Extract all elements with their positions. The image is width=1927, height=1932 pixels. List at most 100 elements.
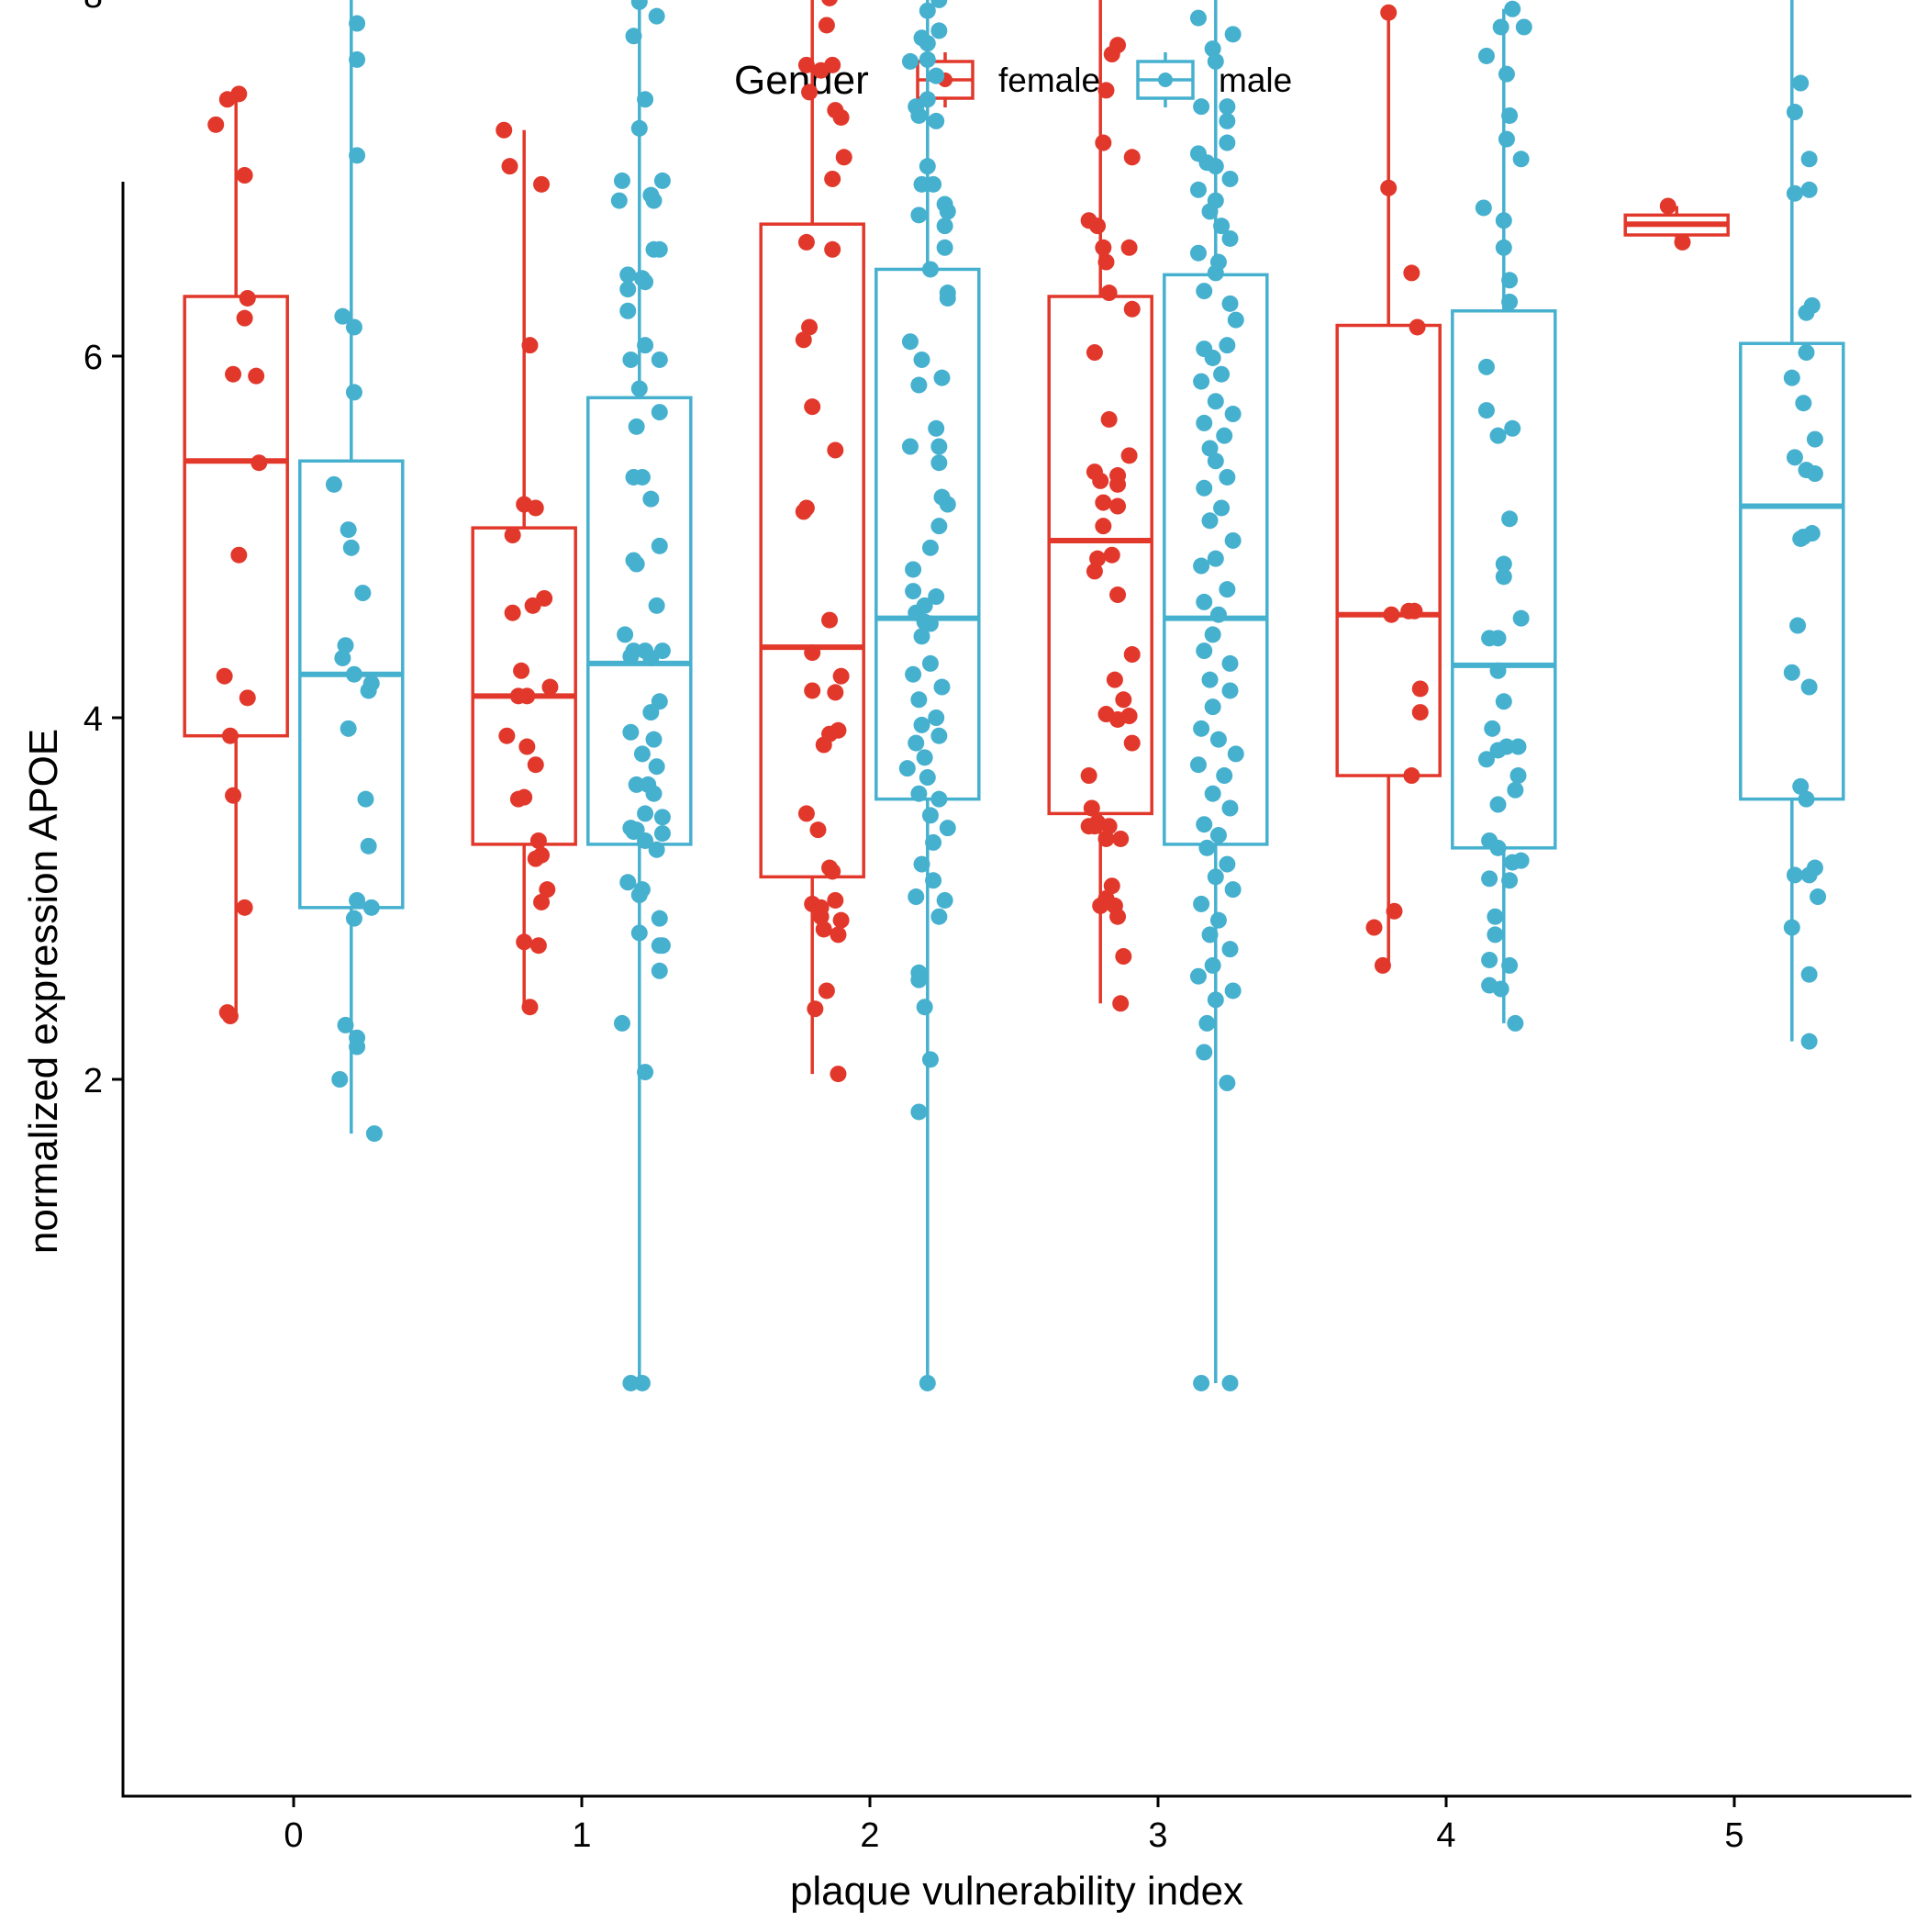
point-female-88 [1109,37,1127,54]
point-female-115 [1115,691,1132,709]
point-male-98 [919,2,936,19]
point-male-21 [345,910,362,927]
point-female-127 [1112,830,1130,847]
point-female-136 [1380,179,1398,196]
point-male-319 [1786,866,1803,884]
y-axis-title: normalized expression APOE [21,729,66,1254]
point-female-63 [797,499,815,517]
y-tick-label-6: 6 [84,339,103,377]
point-male-69 [628,776,645,793]
point-female-27 [504,604,521,621]
point-male-278 [1509,767,1527,785]
point-female-126 [1097,830,1115,847]
point-male-114 [910,207,928,224]
point-male-305 [1806,430,1823,448]
point-female-33 [518,738,536,755]
point-male-304 [1795,395,1812,412]
point-female-131 [1092,897,1109,914]
point-male-282 [1489,839,1507,856]
point-female-99 [1086,344,1103,362]
point-male-251 [1515,18,1532,36]
point-male-127 [930,454,948,472]
point-female-105 [1109,475,1127,493]
point-male-275 [1489,742,1507,759]
point-male-308 [1806,465,1823,483]
point-male-315 [1792,777,1810,795]
point-male-210 [1224,531,1242,549]
point-male-173 [1224,26,1242,43]
point-male-125 [930,438,948,455]
point-male-52 [642,490,660,508]
point-male-265 [1501,510,1519,528]
point-male-206 [1219,468,1236,486]
point-female-64 [821,611,839,629]
point-male-177 [1219,98,1236,116]
point-female-6 [225,365,242,383]
point-male-117 [921,261,939,278]
point-female-89 [1097,82,1115,99]
point-male-25 [331,1071,349,1088]
point-male-295 [1792,74,1810,92]
point-female-95 [1097,253,1115,271]
point-male-158 [908,888,925,906]
point-male-109 [919,158,936,175]
point-male-101 [919,35,936,52]
point-male-192 [1196,283,1213,300]
point-male-124 [928,419,945,437]
point-male-71 [645,785,663,802]
point-male-312 [1789,617,1807,634]
point-female-16 [221,1008,239,1025]
point-male-306 [1786,449,1803,466]
point-male-110 [925,175,942,193]
point-female-61 [827,441,844,459]
point-female-9 [230,546,248,564]
point-female-46 [821,0,838,6]
point-female-144 [1403,767,1420,785]
point-male-172 [1189,9,1207,27]
point-male-240 [1189,967,1207,985]
point-male-26 [365,1125,383,1143]
point-female-23 [527,499,544,517]
point-female-71 [815,736,832,754]
point-female-141 [1400,602,1418,620]
point-female-124 [1100,818,1118,835]
point-male-16 [340,720,357,737]
point-male-31 [630,119,648,137]
point-male-237 [1201,926,1219,944]
point-male-143 [910,691,928,709]
point-male-187 [1213,218,1231,235]
point-male-209 [1201,512,1219,530]
point-male-102 [919,50,936,68]
point-female-128 [1103,877,1120,895]
point-female-100 [1100,410,1118,428]
point-female-73 [809,821,827,839]
point-male-103 [901,52,919,70]
point-male-153 [921,807,939,824]
point-male-316 [1798,790,1815,808]
point-male-233 [1207,868,1224,886]
point-female-4 [239,289,256,307]
point-male-4 [334,307,351,325]
point-male-257 [1495,212,1512,229]
point-male-252 [1498,65,1515,83]
point-male-320 [1810,888,1827,906]
point-female-80 [815,921,832,938]
point-male-107 [910,106,928,124]
point-female-75 [824,863,841,880]
point-female-31 [509,687,527,705]
point-male-260 [1501,293,1519,310]
point-female-66 [832,667,850,685]
point-male-27 [630,0,648,10]
point-male-204 [1201,440,1219,457]
point-male-38 [651,240,668,258]
point-male-221 [1204,698,1221,716]
point-male-6 [345,384,362,401]
point-male-2 [349,50,366,68]
point-male-229 [1196,816,1213,833]
point-male-61 [622,648,640,665]
point-male-258 [1495,239,1512,256]
point-male-115 [936,218,953,235]
point-male-84 [630,924,648,942]
point-male-198 [1213,365,1231,383]
